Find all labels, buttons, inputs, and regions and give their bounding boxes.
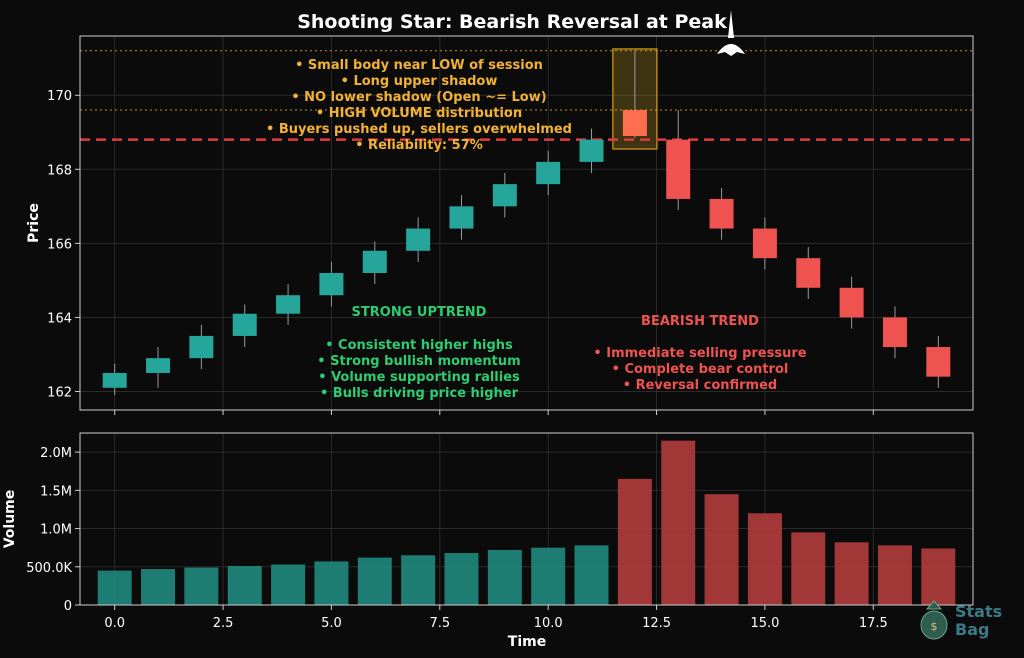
volume-axes-frame (79, 432, 974, 606)
candle-body (709, 198, 734, 229)
candle-body (796, 258, 821, 288)
volume-bar (531, 547, 566, 605)
volume-bar (401, 555, 436, 605)
bear-line: • Reversal confirmed (623, 378, 777, 393)
volume-tick-label: 1.0M (40, 523, 72, 538)
bear-title: BEARISH TREND (641, 314, 759, 329)
volume-bar (617, 478, 652, 605)
candle-body (622, 110, 647, 136)
volume-tick-label: 0 (64, 599, 72, 614)
candle-body (536, 161, 561, 185)
pattern-annotation-line: • HIGH VOLUME distribution (316, 106, 522, 121)
candle-body (276, 295, 301, 314)
uptrend-line: • Bulls driving price higher (320, 386, 519, 401)
candle-body (579, 139, 604, 162)
pattern-annotation-line: • Long upper shadow (341, 74, 498, 89)
candle-body (752, 228, 777, 259)
volume-bar (357, 557, 392, 605)
spike-base (717, 44, 745, 56)
volume-bar (704, 494, 739, 605)
watermark-text-1: Stats (955, 602, 1002, 621)
candle-body (362, 250, 387, 273)
price-tick-label: 162 (47, 385, 72, 400)
time-tick-label: 10.0 (534, 616, 563, 631)
volume-bar (921, 548, 956, 605)
volume-tick-label: 500.0K (26, 561, 72, 576)
candle-body (146, 358, 171, 373)
volume-panel: 0 500.0K 1.0M 1.5M 2.0M 0.0 2.5 5.0 7.5 10.0 12.5 1… (2, 432, 974, 650)
volume-bar (271, 564, 306, 605)
uptrend-title: STRONG UPTREND (352, 305, 487, 320)
chart-title: Shooting Star: Bearish Reversal at Peak (297, 11, 727, 33)
volume-bar (97, 570, 132, 605)
volume-tick-label: 1.5M (40, 484, 72, 499)
money-bag-icon: $ (920, 600, 948, 640)
candle-body (406, 228, 431, 251)
volume-bar (487, 549, 522, 605)
candle-body (666, 139, 691, 199)
volume-bar (791, 532, 826, 605)
watermark-text-2: Bag (955, 620, 989, 639)
price-tick-label: 166 (47, 237, 72, 252)
candle-body (882, 317, 907, 348)
pattern-annotation-line: • NO lower shadow (Open ~= Low) (291, 90, 546, 105)
volume-bar (184, 567, 219, 605)
candle-body (926, 347, 951, 377)
uptrend-line: • Consistent higher highs (325, 338, 513, 353)
watermark-logo: $ Stats Bag (918, 595, 1018, 645)
volume-bar (574, 545, 609, 605)
volume-bar (314, 561, 349, 605)
candle-body (189, 335, 214, 359)
uptrend-line: • Strong bullish momentum (317, 354, 520, 369)
price-tick-label: 164 (47, 311, 72, 326)
pattern-annotation-line: • Buyers pushed up, sellers overwhelmed (266, 122, 572, 137)
candle-body (232, 313, 257, 336)
volume-bar (444, 553, 479, 605)
bear-line: • Immediate selling pressure (593, 346, 806, 361)
price-panel: 162 164 166 168 170 Price • Small body near LO… (26, 35, 974, 415)
spike-needle (728, 10, 734, 38)
time-tick-label: 15.0 (750, 616, 779, 631)
price-tick-label: 170 (47, 89, 72, 104)
candle-body (102, 372, 127, 388)
time-tick-label: 2.5 (213, 616, 234, 631)
time-tick-label: 7.5 (429, 616, 450, 631)
candle-body (839, 287, 864, 318)
price-axes-frame (79, 35, 974, 411)
spike-marker-icon (717, 10, 745, 56)
volume-bar (227, 566, 262, 605)
volume-bar (747, 513, 782, 605)
volume-bar (834, 542, 869, 605)
volume-bar (141, 569, 176, 605)
price-tick-label: 168 (47, 163, 72, 178)
bear-line: • Complete bear control (612, 362, 789, 377)
time-axis-label: Time (508, 634, 546, 650)
candle-body (449, 206, 474, 229)
time-tick-label: 12.5 (642, 616, 671, 631)
time-tick-label: 5.0 (321, 616, 342, 631)
candle-body (319, 272, 344, 296)
time-tick-label: 17.5 (859, 616, 888, 631)
price-axis-label: Price (26, 203, 42, 243)
svg-text:$: $ (931, 620, 938, 633)
volume-bar (877, 545, 912, 605)
time-tick-label: 0.0 (104, 616, 125, 631)
volume-axis-label: Volume (2, 490, 18, 549)
volume-tick-label: 2.0M (40, 446, 72, 461)
volume-bar (661, 440, 696, 605)
pattern-annotation-line: • Reliability: 57% (355, 138, 483, 153)
pattern-annotation-line: • Small body near LOW of session (295, 58, 543, 73)
uptrend-line: • Volume supporting rallies (318, 370, 520, 385)
candle-body (492, 184, 517, 207)
